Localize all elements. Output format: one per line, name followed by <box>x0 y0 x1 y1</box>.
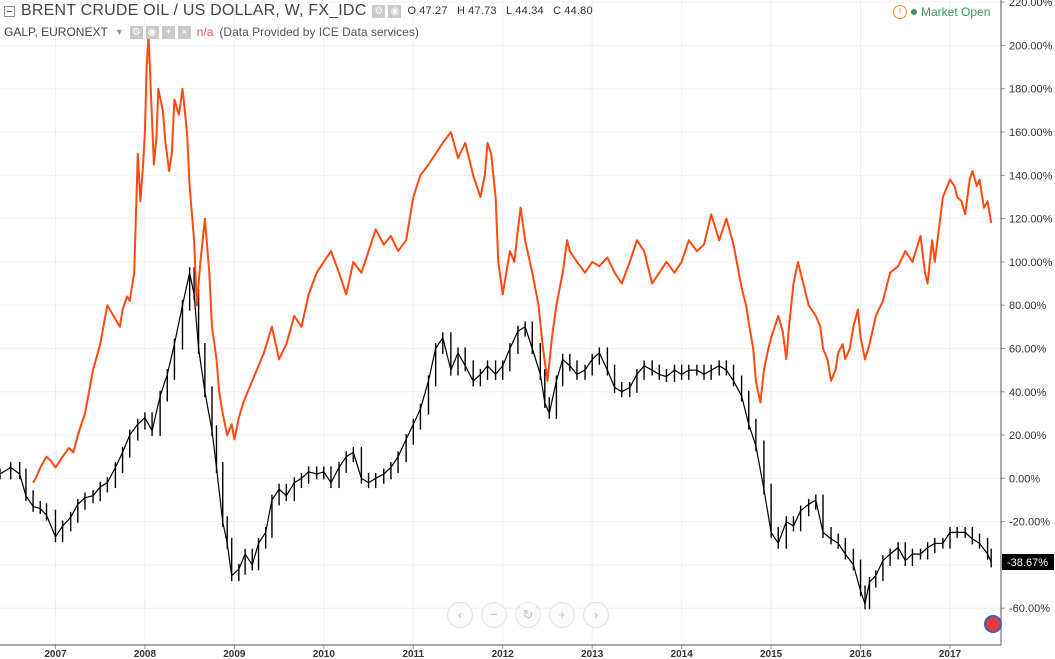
y-tick-label: -60.00% <box>1009 603 1050 615</box>
compare-series-legend: GALP, EURONEXT ▼ ⚙ ◉ + × n/a (Data Provi… <box>4 25 419 39</box>
gear-icon[interactable]: ⚙ <box>130 26 143 39</box>
status-dot-icon <box>911 9 917 15</box>
brent-series <box>0 267 991 609</box>
y-tick-label: 180.00% <box>1009 84 1053 96</box>
ohlc-low-value: 44.34 <box>515 5 544 17</box>
x-tick-label: 2011 <box>402 649 424 659</box>
settings-icon[interactable]: ⚙ <box>372 5 385 18</box>
plus-icon[interactable]: + <box>162 26 175 39</box>
zoom-out-icon[interactable]: − <box>481 602 507 628</box>
time-scale: 2007 2008 2009 2010 2011 2012 2013 2014 2015 2016… <box>0 645 1001 659</box>
x-tick-label: 2009 <box>223 649 246 659</box>
ohlc-close-label: C <box>553 5 561 17</box>
compare-symbol-title[interactable]: GALP, EURONEXT <box>4 25 108 39</box>
galp-series-line <box>33 35 991 483</box>
y-tick-label: 120.00% <box>1009 214 1053 226</box>
chevron-down-icon[interactable]: ▼ <box>115 27 124 37</box>
last-value-label: -38.67% <box>1007 557 1048 569</box>
y-tick-label: 80.00% <box>1009 300 1047 312</box>
x-tick-label: 2010 <box>313 649 336 659</box>
series-toolbar: ⚙ ◉ <box>372 5 401 18</box>
x-tick-label: 2016 <box>849 649 872 659</box>
x-tick-label: 2012 <box>492 649 515 659</box>
market-status[interactable]: ! Market Open <box>893 5 990 19</box>
y-tick-label: 0.00% <box>1009 473 1040 485</box>
y-tick-label: 40.00% <box>1009 387 1047 399</box>
flag-icon[interactable] <box>984 615 1002 633</box>
x-tick-label: 2007 <box>44 649 67 659</box>
visibility-icon[interactable]: ◉ <box>388 5 401 18</box>
chart-navigation: ‹ − ↻ + › <box>447 602 609 628</box>
market-status-label: Market Open <box>921 5 990 19</box>
y-tick-label: 100.00% <box>1009 257 1053 269</box>
scroll-right-icon[interactable]: › <box>583 602 609 628</box>
ohlc-high-label: H <box>457 5 465 17</box>
brent-series-line <box>0 273 991 604</box>
compare-toolbar: ⚙ ◉ + × <box>130 26 191 39</box>
y-tick-label: -20.00% <box>1009 517 1050 529</box>
y-tick-label: 160.00% <box>1009 127 1053 139</box>
last-value-marker: -38.67% <box>1002 554 1054 570</box>
ohlc-low-label: L <box>506 5 512 17</box>
y-tick-label: 220.00% <box>1009 0 1053 9</box>
zoom-in-icon[interactable]: + <box>549 602 575 628</box>
reset-icon[interactable]: ↻ <box>515 602 541 628</box>
series-layer <box>0 35 991 610</box>
eye-icon[interactable]: ◉ <box>146 26 159 39</box>
warning-icon[interactable]: ! <box>893 5 907 19</box>
collapse-icon[interactable] <box>4 6 15 17</box>
y-tick-label: 60.00% <box>1009 343 1047 355</box>
compare-value: n/a <box>197 25 214 39</box>
y-tick-label: 20.00% <box>1009 430 1047 442</box>
ohlc-open-label: O <box>407 5 416 17</box>
y-tick-label: 140.00% <box>1009 170 1053 182</box>
data-provider-note: (Data Provided by ICE Data services) <box>219 25 418 39</box>
scroll-left-icon[interactable]: ‹ <box>447 602 473 628</box>
ohlc-readout: O 47.27 H 47.73 L 44.34 C 44.80 <box>407 5 598 17</box>
main-series-legend: BRENT CRUDE OIL / US DOLLAR, W, FX_IDC ⚙… <box>4 2 599 20</box>
ohlc-close-value: 44.80 <box>564 5 593 17</box>
ohlc-open-value: 47.27 <box>419 5 448 17</box>
ohlc-high-value: 47.73 <box>468 5 497 17</box>
close-icon[interactable]: × <box>178 26 191 39</box>
main-symbol-title[interactable]: BRENT CRUDE OIL / US DOLLAR, W, FX_IDC <box>21 2 366 20</box>
x-tick-label: 2014 <box>671 649 694 659</box>
y-tick-label: 200.00% <box>1009 40 1053 52</box>
x-tick-label: 2017 <box>939 649 962 659</box>
x-tick-label: 2008 <box>134 649 157 659</box>
price-scale: 220.00% 200.00% 180.00% 160.00% 140.00% 120.0… <box>1001 0 1053 645</box>
x-tick-label: 2013 <box>581 649 604 659</box>
x-tick-label: 2015 <box>760 649 783 659</box>
